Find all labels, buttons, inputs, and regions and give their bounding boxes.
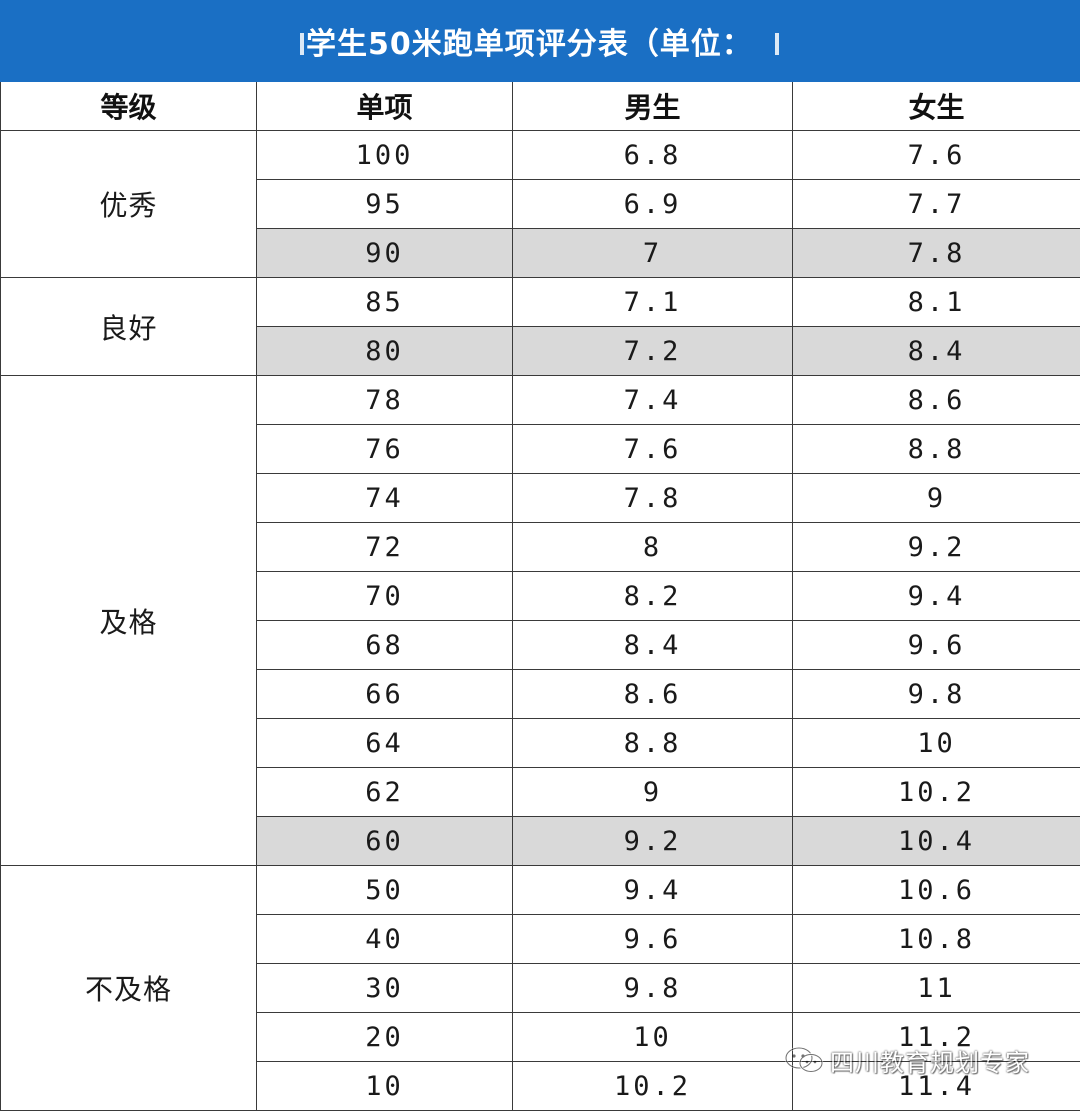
score-cell: 10 — [257, 1062, 513, 1111]
score-cell: 20 — [257, 1013, 513, 1062]
boy-time-cell: 7.1 — [513, 278, 793, 327]
level-cell: 及格 — [1, 376, 257, 866]
boy-time-cell: 7.8 — [513, 474, 793, 523]
girl-time-cell: 9.2 — [793, 523, 1080, 572]
score-cell: 70 — [257, 572, 513, 621]
boy-time-cell: 8.2 — [513, 572, 793, 621]
watermark-text: 四川教育规划专家 — [830, 1043, 1030, 1078]
girl-time-cell: 9.6 — [793, 621, 1080, 670]
girl-time-cell: 9.4 — [793, 572, 1080, 621]
header-girl: 女生 — [793, 82, 1080, 131]
girl-time-cell: 8.6 — [793, 376, 1080, 425]
page-title: 学生50米跑单项评分表（单位： — [306, 19, 753, 63]
score-cell: 30 — [257, 964, 513, 1013]
score-cell: 66 — [257, 670, 513, 719]
watermark: 四川教育规划专家 — [784, 1040, 1030, 1080]
girl-time-cell: 10.2 — [793, 768, 1080, 817]
boy-time-cell: 9.2 — [513, 817, 793, 866]
title-crop-mark-right — [775, 33, 779, 55]
score-cell: 62 — [257, 768, 513, 817]
boy-time-cell: 9.6 — [513, 915, 793, 964]
boy-time-cell: 9.8 — [513, 964, 793, 1013]
boy-time-cell: 8.6 — [513, 670, 793, 719]
header-score: 单项 — [257, 82, 513, 131]
boy-time-cell: 7 — [513, 229, 793, 278]
score-cell: 80 — [257, 327, 513, 376]
girl-time-cell: 7.7 — [793, 180, 1080, 229]
score-cell: 74 — [257, 474, 513, 523]
score-cell: 100 — [257, 131, 513, 180]
table-header-row: 等级 单项 男生 女生 — [1, 82, 1080, 131]
boy-time-cell: 6.8 — [513, 131, 793, 180]
boy-time-cell: 6.9 — [513, 180, 793, 229]
girl-time-cell: 10 — [793, 719, 1080, 768]
boy-time-cell: 9 — [513, 768, 793, 817]
score-cell: 72 — [257, 523, 513, 572]
score-cell: 68 — [257, 621, 513, 670]
boy-time-cell: 8.8 — [513, 719, 793, 768]
score-cell: 64 — [257, 719, 513, 768]
boy-time-cell: 10.2 — [513, 1062, 793, 1111]
level-cell: 不及格 — [1, 866, 257, 1111]
boy-time-cell: 9.4 — [513, 866, 793, 915]
boy-time-cell: 7.6 — [513, 425, 793, 474]
score-cell: 60 — [257, 817, 513, 866]
girl-time-cell: 10.6 — [793, 866, 1080, 915]
boy-time-cell: 7.2 — [513, 327, 793, 376]
boy-time-cell: 7.4 — [513, 376, 793, 425]
boy-time-cell: 8.4 — [513, 621, 793, 670]
score-cell: 85 — [257, 278, 513, 327]
header-boy: 男生 — [513, 82, 793, 131]
girl-time-cell: 8.8 — [793, 425, 1080, 474]
score-cell: 40 — [257, 915, 513, 964]
girl-time-cell: 8.4 — [793, 327, 1080, 376]
title-bar: 学生50米跑单项评分表（单位： — [0, 0, 1080, 82]
girl-time-cell: 7.8 — [793, 229, 1080, 278]
level-cell: 优秀 — [1, 131, 257, 278]
boy-time-cell: 10 — [513, 1013, 793, 1062]
header-level: 等级 — [1, 82, 257, 131]
girl-time-cell: 9.8 — [793, 670, 1080, 719]
girl-time-cell: 11 — [793, 964, 1080, 1013]
score-cell: 50 — [257, 866, 513, 915]
girl-time-cell: 10.8 — [793, 915, 1080, 964]
boy-time-cell: 8 — [513, 523, 793, 572]
score-cell: 76 — [257, 425, 513, 474]
level-cell: 良好 — [1, 278, 257, 376]
score-cell: 78 — [257, 376, 513, 425]
girl-time-cell: 8.1 — [793, 278, 1080, 327]
girl-time-cell: 7.6 — [793, 131, 1080, 180]
score-cell: 90 — [257, 229, 513, 278]
girl-time-cell: 9 — [793, 474, 1080, 523]
wechat-icon — [784, 1045, 824, 1075]
score-cell: 95 — [257, 180, 513, 229]
girl-time-cell: 10.4 — [793, 817, 1080, 866]
title-crop-mark-left — [300, 33, 304, 55]
